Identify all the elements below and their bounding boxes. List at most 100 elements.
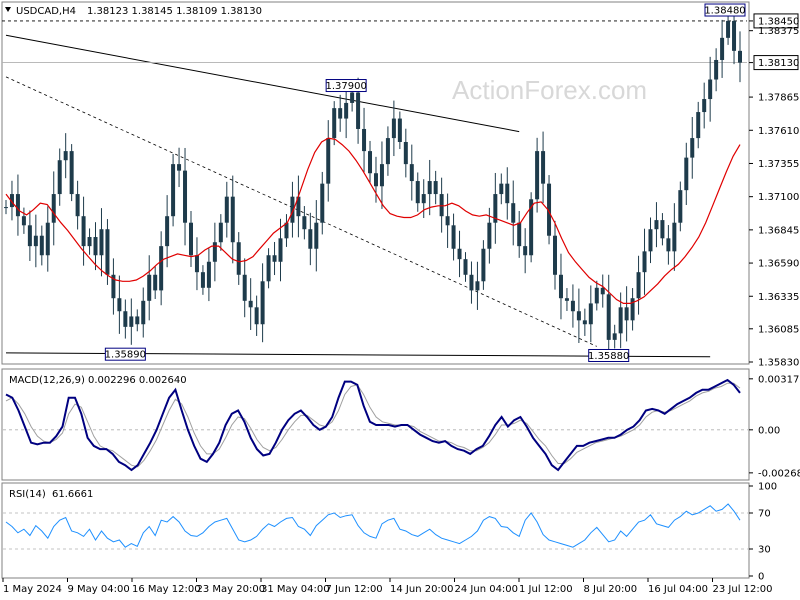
- candle-body: [582, 320, 587, 325]
- ohlc-label: 1.38123 1.38145 1.38109 1.38130: [87, 6, 262, 17]
- current-price-box: [753, 55, 799, 71]
- candle-body: [433, 181, 438, 195]
- macd-plot: [3, 378, 748, 472]
- candle-body: [469, 274, 474, 291]
- rsi-tick-label: 30: [758, 545, 771, 556]
- candle-body: [302, 216, 307, 230]
- dropdown-triangle-icon[interactable]: [5, 7, 11, 12]
- time-tick-label: 16 Jul 04:00: [648, 584, 708, 595]
- price-tick-label: 1.37865: [758, 93, 799, 104]
- candle-body: [720, 37, 725, 60]
- candle-body: [344, 102, 349, 119]
- candle-body: [332, 108, 337, 139]
- candle-body: [463, 259, 468, 275]
- price-tick-label: 1.38130: [758, 58, 799, 69]
- rsi-plot: [3, 503, 748, 550]
- rsi-tick-label: 70: [758, 509, 771, 520]
- candle-body: [487, 222, 492, 249]
- price-annotation: 1.35880: [588, 348, 630, 362]
- candle-body: [385, 138, 390, 165]
- time-tick-label: 23 Jul 12:00: [713, 584, 773, 595]
- annotation-label: 1.35880: [588, 351, 629, 362]
- candle-body: [9, 194, 14, 208]
- candle-body: [117, 298, 122, 312]
- candle-body: [588, 303, 593, 325]
- annotation-label: 1.37900: [325, 81, 366, 92]
- candle-body: [368, 151, 373, 174]
- candle-body: [75, 194, 80, 217]
- time-tick-label: 9 May 04:00: [68, 584, 130, 595]
- price-tick-label: 1.37355: [758, 159, 799, 170]
- price-tick-label: 1.37610: [758, 126, 799, 137]
- candle-body: [350, 92, 355, 103]
- candle-body: [141, 300, 146, 325]
- candle-body: [230, 196, 235, 243]
- annotation-box: [325, 79, 367, 93]
- candle-body: [21, 216, 26, 226]
- candle-body: [200, 272, 205, 288]
- annotation-box: [704, 3, 746, 17]
- macd-tick-label: 0.00: [758, 425, 780, 436]
- candle-body: [248, 300, 253, 308]
- rsi-tick-label: 0: [758, 572, 764, 583]
- candle-body: [702, 99, 707, 113]
- candle-body: [111, 274, 116, 299]
- candle-body: [690, 138, 695, 158]
- candle-body: [445, 216, 450, 226]
- high-price-box: [753, 13, 799, 29]
- annotation-box: [104, 347, 146, 361]
- candle-body: [135, 316, 140, 325]
- candle-body: [553, 235, 558, 275]
- candle-body: [4, 207, 8, 209]
- candle-body: [87, 237, 92, 247]
- candle-body: [290, 196, 295, 223]
- candle-body: [618, 307, 623, 334]
- candle-body: [153, 274, 158, 291]
- candle-body: [600, 287, 605, 295]
- candle-body: [308, 229, 313, 249]
- candle-body: [696, 112, 701, 139]
- candle-body: [266, 255, 271, 282]
- candle-body: [624, 307, 629, 321]
- time-tick-label: 7 Jun 12:00: [326, 584, 383, 595]
- candle-body: [397, 118, 402, 142]
- candle-body: [642, 251, 647, 273]
- candle-body: [45, 222, 50, 256]
- candle-body: [51, 194, 56, 223]
- annotation-box: [588, 348, 630, 362]
- candle-body: [714, 59, 719, 80]
- annotation-label: 1.35890: [105, 350, 146, 361]
- time-tick-label: 16 May 12:00: [132, 584, 201, 595]
- rsi-line: [5, 503, 741, 548]
- candle-body: [236, 242, 241, 275]
- candle-body: [576, 311, 581, 321]
- candle-body: [678, 190, 683, 223]
- price-annotation: 1.38480: [704, 3, 746, 17]
- candle-body: [188, 222, 193, 256]
- symbol-label: USDCAD,H4: [16, 6, 76, 17]
- candle-body: [81, 216, 86, 247]
- candle-body: [570, 300, 575, 312]
- candle-body: [224, 196, 229, 223]
- candle-body: [660, 220, 665, 239]
- time-tick-label: 1 Jul 12:00: [519, 584, 573, 595]
- candle-body: [105, 229, 110, 275]
- rsi-pane: [1, 482, 750, 579]
- macd-tick-label: -0.00268: [758, 468, 800, 479]
- candle-body: [558, 274, 563, 299]
- candle-body: [373, 173, 378, 187]
- candle-body: [147, 274, 152, 301]
- trendline-descending: [5, 34, 520, 133]
- candle-body: [535, 151, 540, 200]
- macd-tick-label: 0.003175: [758, 374, 800, 385]
- time-tick-label: 8 Jul 20:00: [584, 584, 638, 595]
- price-plot: 1.38480 1.37900 1.35890 1.35880: [2, 3, 747, 362]
- candle-body: [314, 222, 319, 249]
- candle-body: [541, 151, 546, 184]
- candle-body: [278, 238, 283, 262]
- candle-body: [636, 272, 641, 299]
- candle-body: [165, 216, 170, 247]
- macd-title: MACD(12,26,9): [9, 375, 85, 386]
- candle-body: [427, 181, 432, 195]
